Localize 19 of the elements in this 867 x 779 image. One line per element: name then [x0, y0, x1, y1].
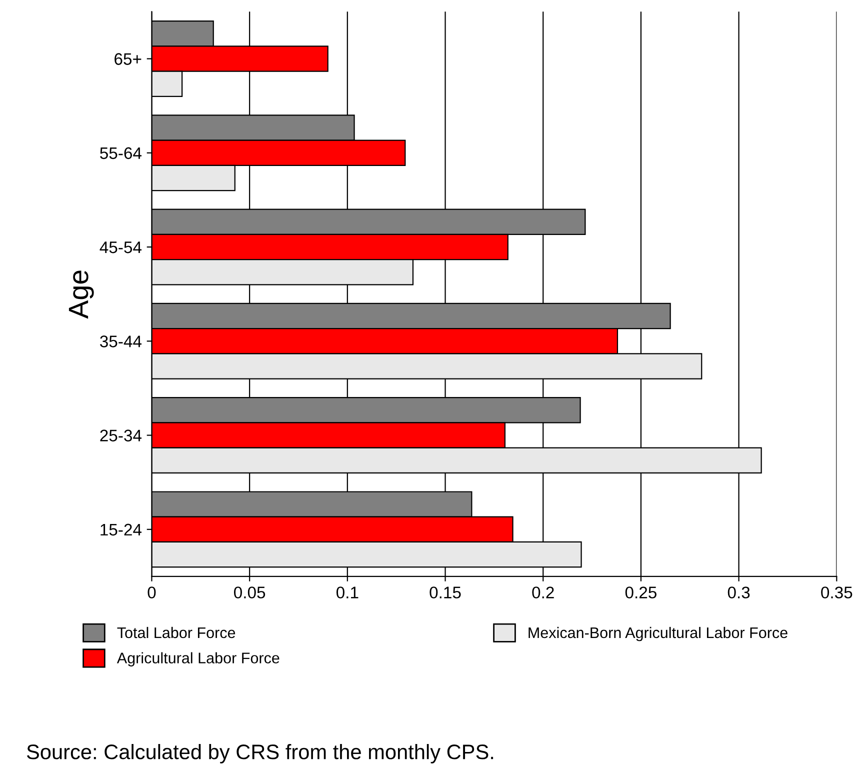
y-tick-label: 45-54	[100, 242, 142, 254]
source-note: Source: Calculated by CRS from the monthly CPS.	[26, 744, 494, 764]
x-tick-label: 0.05	[234, 586, 266, 598]
y-tick-label: 35-44	[100, 336, 142, 348]
legend-label: Mexican-Born Agricultural Labor Force	[528, 626, 788, 642]
y-tick-label: 15-24	[100, 524, 142, 536]
x-tick-label: 0.25	[625, 586, 656, 598]
x-tick-label: 0	[148, 586, 156, 598]
legend-label: Agricultural Labor Force	[116, 652, 280, 666]
y-tick-label: 25-34	[100, 430, 142, 442]
y-axis-title: Age	[68, 270, 94, 319]
x-tick-label: 0.2	[532, 586, 554, 598]
x-tick-label: 0.1	[336, 586, 358, 598]
x-tick-label: 0.15	[430, 586, 461, 598]
x-tick-label: 0.3	[728, 586, 750, 598]
legend-label: Total Labor Force	[117, 626, 236, 638]
y-tick-label: 65+	[114, 53, 142, 65]
x-tick-label: 0.35	[821, 586, 852, 598]
y-tick-label: 55-64	[100, 147, 142, 160]
